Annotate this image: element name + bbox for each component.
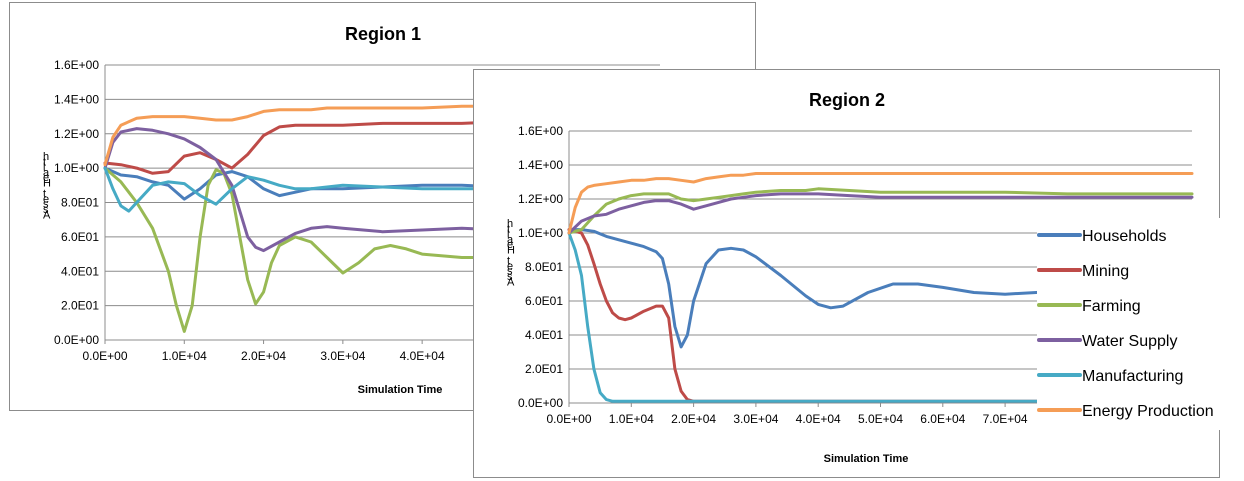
x-tick-label: 7.0E+04	[983, 412, 1028, 426]
y-axis-label-char: A	[507, 276, 515, 288]
y-axis-label-char: h	[43, 151, 49, 163]
legend-label: Farming	[1082, 298, 1141, 315]
y-axis-label-char: e	[507, 260, 513, 272]
y-axis-label-char: H	[43, 178, 51, 190]
x-tick-label: 1.0E+04	[162, 349, 207, 363]
y-axis-label-char: t	[43, 188, 46, 200]
y-axis-label-char: s	[507, 271, 513, 283]
legend-label: Manufacturing	[1082, 368, 1183, 385]
y-tick-label: 6.0E01	[525, 294, 563, 308]
y-tick-label: 4.0E01	[525, 328, 563, 342]
series-line-farming	[103, 166, 662, 333]
x-tick-label: 4.0E+04	[400, 349, 445, 363]
series-line-households	[567, 228, 1194, 349]
y-tick-label: 1.2E+00	[518, 192, 563, 206]
legend-label: Energy Production	[1082, 403, 1214, 420]
y-axis-label-char: e	[43, 172, 49, 184]
y-axis-label-char: A	[43, 209, 51, 221]
x-tick-label: 5.0E+04	[858, 412, 903, 426]
y-tick-label: 6.0E01	[61, 230, 99, 244]
chart-title: Region 2	[809, 90, 885, 110]
legend-label: Households	[1082, 228, 1167, 245]
y-tick-label: 1.4E+00	[54, 92, 99, 106]
y-tick-label: 8.0E01	[61, 196, 99, 210]
y-axis-label-char: t	[507, 255, 510, 267]
y-tick-label: 1.6E+00	[518, 124, 563, 138]
x-tick-label: 0.0E+00	[546, 412, 591, 426]
y-axis-label-char: h	[507, 218, 513, 230]
y-tick-label: 1.2E+00	[54, 127, 99, 141]
y-tick-label: 1.4E+00	[518, 158, 563, 172]
y-axis-label-char: s	[507, 266, 513, 278]
y-tick-label: 0.0E+00	[518, 396, 563, 410]
region-2-chart-panel: Region 2 Simulation Time 0.0E+00 2.0E01 4.…	[473, 69, 1244, 478]
y-axis-label-char: a	[507, 234, 514, 246]
series-line-water-supply	[567, 192, 1194, 235]
x-tick-label: 2.0E+04	[241, 349, 286, 363]
y-tick-label: 1.0E+00	[54, 161, 99, 175]
x-tick-label: 4.0E+04	[796, 412, 841, 426]
chart-title: Region 1	[345, 24, 421, 44]
y-tick-label: 1.0E+00	[518, 226, 563, 240]
x-tick-label: 0.0E+00	[82, 349, 127, 363]
y-axis-label-char: t	[43, 156, 46, 168]
x-tick-label: 1.0E+04	[609, 412, 654, 426]
x-axis-label: Simulation Time	[358, 384, 443, 396]
y-tick-label: 2.0E01	[61, 299, 99, 313]
y-axis-label-char: t	[507, 223, 510, 235]
region-2-chart: Region 2 Simulation Time 0.0E+00 2.0E01 4.…	[507, 90, 1244, 465]
y-tick-label: 0.0E+00	[54, 333, 99, 347]
y-tick-label: 4.0E01	[61, 264, 99, 278]
x-tick-label: 3.0E+04	[733, 412, 778, 426]
y-axis-label-char: a	[43, 167, 50, 179]
x-tick-label: 3.0E+04	[320, 349, 365, 363]
legend: Households Mining Farming Water Supply Manuf…	[1037, 218, 1244, 430]
series-line-manufacturing	[567, 231, 1194, 403]
y-axis-label-char: e	[43, 193, 49, 205]
y-tick-label: 8.0E01	[525, 260, 563, 274]
y-axis-label-char: s	[43, 199, 49, 211]
legend-label: Mining	[1082, 263, 1129, 280]
legend-background	[1037, 218, 1244, 430]
legend-label: Water Supply	[1082, 333, 1177, 350]
series-line-farming	[567, 187, 1194, 235]
y-axis-label-char: l	[43, 162, 45, 174]
x-tick-label: 6.0E+04	[920, 412, 965, 426]
y-tick-label: 1.6E+00	[54, 58, 99, 72]
y-axis-label-char: e	[507, 239, 513, 251]
x-axis-label: Simulation Time	[824, 453, 909, 465]
y-tick-label: 2.0E01	[525, 362, 563, 376]
x-tick-label: 2.0E+04	[671, 412, 716, 426]
series-line-energy-production	[567, 172, 1194, 235]
y-axis-label-char: H	[507, 245, 515, 257]
y-axis-label-char: l	[507, 229, 509, 241]
y-axis-label-char: s	[43, 204, 49, 216]
